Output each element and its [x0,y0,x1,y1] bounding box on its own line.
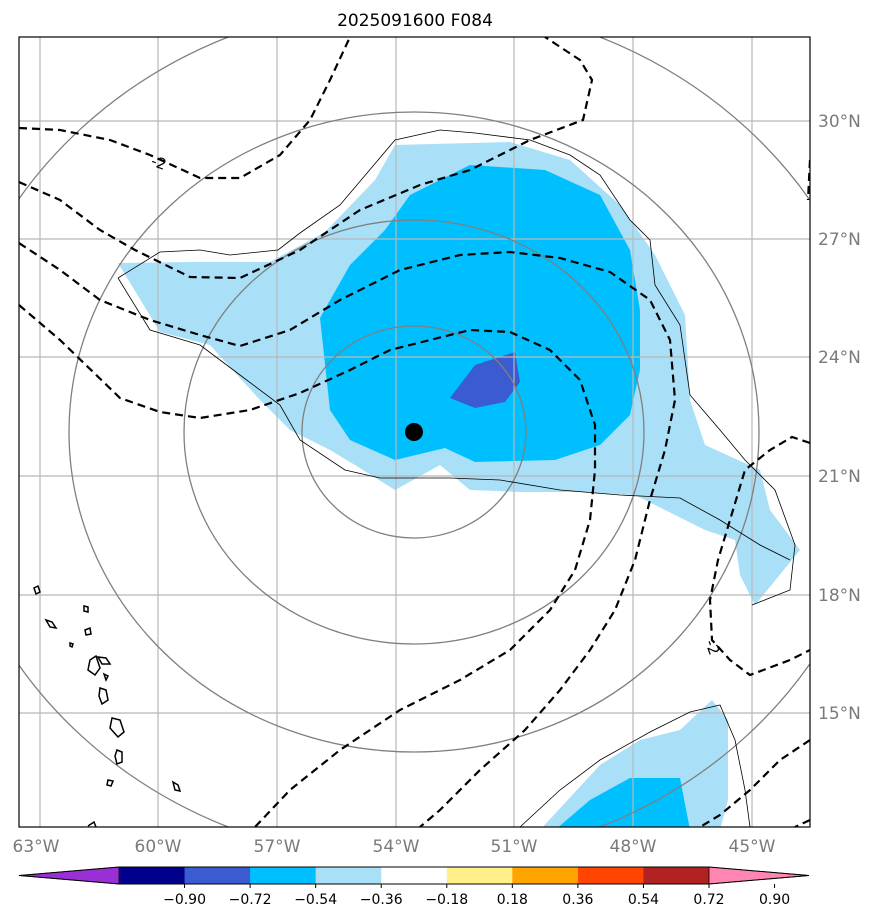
lon-tick: 48°W [610,837,657,857]
colorbar-tick-label: 0.72 [693,892,724,908]
colorbar-tick-label: −0.72 [229,892,272,908]
colorbar-extend-high [708,866,810,885]
lat-tick: 18°N [818,586,861,606]
colorbar-segment [250,867,317,884]
shading-south-deep-sky-blue [558,778,690,827]
range-rings [19,37,810,827]
colorbar-tick-label: −0.54 [294,892,337,908]
lon-tick: 45°W [729,837,776,857]
contour-label: -2 [701,637,723,657]
figure-title: 2025091600 F084 [337,11,493,31]
colorbar-tick-label: −0.18 [425,892,468,908]
colorbar-tick-label: 0.90 [759,892,790,908]
lon-tick: 57°W [254,837,301,857]
colorbar-segment [184,867,251,884]
lon-tick: 51°W [491,837,538,857]
colorbar-segment [446,867,513,884]
colorbar-outline [18,866,810,885]
lat-tick: 27°N [818,230,861,250]
colorbar-tick-label: 0.18 [497,892,528,908]
colorbar-segment [643,867,710,884]
graticule [19,37,810,827]
lat-tick: 24°N [818,348,861,368]
lat-tick: 30°N [818,112,861,132]
colorbar-tick-label: 0.54 [628,892,659,908]
colorbar [18,866,810,885]
longitude-tick-labels: 63°W 60°W 57°W 54°W 51°W 48°W 45°W [13,837,776,857]
colorbar-extend-low [18,866,120,885]
map-frame [18,36,811,828]
colorbar-segment [512,867,579,884]
colorbar-tick-label: −0.36 [360,892,403,908]
latitude-tick-labels: 30°N 27°N 24°N 21°N 18°N 15°N [818,112,861,724]
lat-tick: 15°N [818,704,861,724]
colorbar-segment [577,867,644,884]
map-plot-area: -2 -2 [19,37,810,827]
storm-center-marker [405,423,423,441]
colorbar-segment [381,867,448,884]
coastline-islands [33,584,182,827]
lon-tick: 54°W [373,837,420,857]
lat-tick: 21°N [818,467,861,487]
thin-outline-contour-south [519,704,751,827]
colorbar-tick-label: −0.90 [163,892,206,908]
colorbar-tick-labels: −0.90 −0.72 −0.54 −0.36 −0.18 0.18 0.36 0.54 0.7… [163,884,790,908]
colorbar-tick-label: 0.36 [562,892,593,908]
colorbar-segment [315,867,382,884]
dashed-contours [19,37,810,827]
lon-tick: 63°W [13,837,60,857]
contour-label: -2 [149,152,169,174]
colorbar-segment [119,867,186,884]
lon-tick: 60°W [135,837,182,857]
